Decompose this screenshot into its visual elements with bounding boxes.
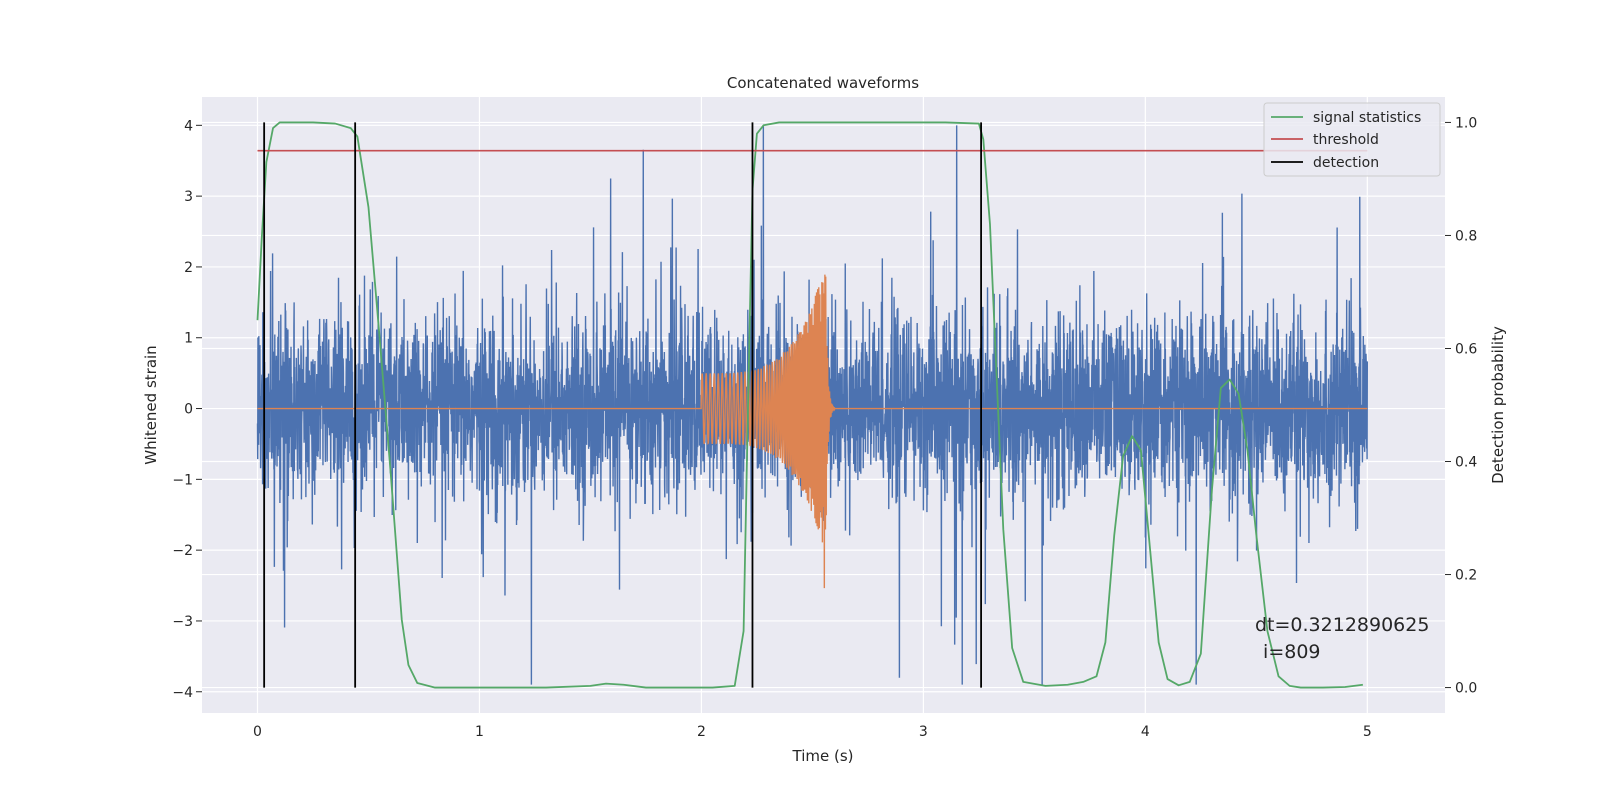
right-y-axis-ticks: 0.0 0.2 0.4 0.6 0.8 1.0 — [1445, 115, 1477, 697]
signal-statistics-line — [256, 121, 1363, 689]
x-tick-label: 3 — [919, 724, 928, 740]
y-axis-label-right: Detection probability — [1489, 326, 1507, 484]
y-tick-label: 2 — [184, 260, 193, 276]
plot-series — [256, 121, 1369, 689]
chart-title: Concatenated waveforms — [727, 74, 919, 92]
y-right-tick-label: 0.4 — [1455, 455, 1477, 471]
chirp-series-line — [257, 274, 1368, 589]
x-tick-label: 5 — [1363, 724, 1372, 740]
legend-box — [1263, 102, 1441, 177]
x-tick-label: 4 — [1141, 724, 1150, 740]
y-right-tick-label: 0.6 — [1455, 341, 1477, 357]
y-right-tick-label: 0.0 — [1455, 681, 1477, 697]
legend-label-signal-statistics: signal statistics — [1313, 110, 1421, 126]
y-right-tick-label: 0.8 — [1455, 228, 1477, 244]
x-axis-ticks: 0 1 2 3 4 5 — [253, 724, 1372, 740]
x-tick-label: 2 — [697, 724, 706, 740]
legend-label-detection: detection — [1313, 155, 1379, 171]
y-tick-label: 1 — [184, 331, 193, 347]
y-right-tick-label: 0.2 — [1455, 568, 1477, 584]
y-tick-label: −1 — [172, 472, 193, 488]
left-y-axis-ticks: −4 −3 −2 −1 0 1 2 3 4 — [172, 118, 202, 701]
legend: signal statistics threshold detection — [1263, 102, 1441, 177]
x-tick-label: 1 — [475, 724, 484, 740]
y-tick-label: 3 — [184, 189, 193, 205]
annotation-dt: dt=0.3212890625 — [1255, 614, 1429, 636]
y-tick-label: −4 — [172, 685, 193, 701]
y-right-tick-label: 1.0 — [1455, 115, 1477, 131]
y-tick-label: 0 — [184, 402, 193, 418]
annotation-i: i=809 — [1257, 641, 1321, 663]
y-tick-label: 4 — [184, 118, 193, 134]
y-tick-label: −2 — [172, 543, 193, 559]
y-tick-label: −3 — [172, 614, 193, 630]
x-tick-label: 0 — [253, 724, 262, 740]
legend-label-threshold: threshold — [1313, 132, 1379, 148]
y-axis-label-left: Whitened strain — [142, 345, 160, 464]
x-axis-label: Time (s) — [792, 747, 854, 765]
